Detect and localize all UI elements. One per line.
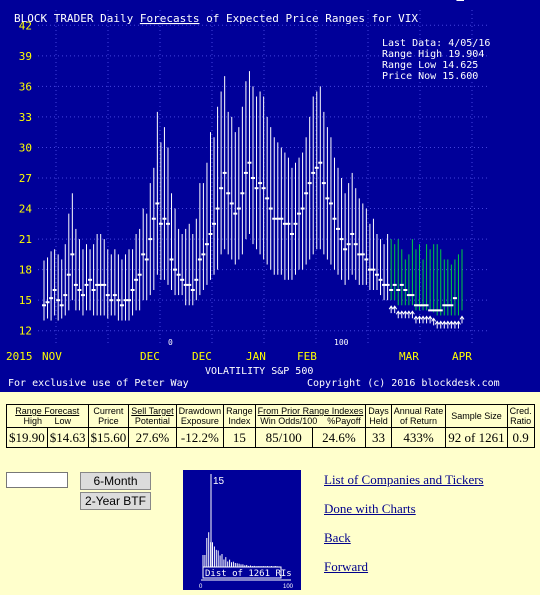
val-range-index: 15 bbox=[223, 427, 256, 448]
six-month-btf-button[interactable]: 6-Month BTF bbox=[80, 472, 151, 504]
range-index-marker: 0 bbox=[168, 338, 173, 347]
val-current-price: $15.60 bbox=[87, 427, 130, 448]
up-arrow-icon bbox=[399, 310, 405, 319]
symbol-input[interactable] bbox=[6, 472, 68, 488]
up-arrow-icon bbox=[402, 310, 408, 319]
up-arrow-icon bbox=[459, 315, 465, 324]
val-annual-rate: 433% bbox=[390, 427, 447, 448]
val-high: $19.90 bbox=[6, 427, 48, 448]
x-axis-label: VOLATILITY S&P 500 bbox=[205, 366, 313, 377]
sell-target-link[interactable]: Sell Target bbox=[131, 406, 174, 416]
x-tick-label: JAN bbox=[246, 350, 266, 363]
histogram-caption: Dist of 1261 RIs bbox=[205, 569, 292, 579]
forecast-chart: 12 15 18 21 24 27 30 33 36 39 42 2015 NOV DEC DEC JAN F… bbox=[6, 0, 500, 389]
x-tick-label: APR bbox=[452, 350, 472, 363]
y-tick-label: 30 bbox=[19, 141, 32, 154]
x-tick-label: FEB bbox=[297, 350, 317, 363]
up-arrow-icon bbox=[448, 320, 454, 329]
range-index-distribution: 15 Dist of 1261 RIs 0 100 bbox=[183, 470, 301, 590]
info-range-low: Range Low 14.625 bbox=[382, 60, 478, 71]
val-sample-size: 92 of 1261 bbox=[445, 427, 508, 448]
x-tick-label: DEC bbox=[192, 350, 212, 363]
range-index-marker: 100 bbox=[334, 338, 349, 347]
up-arrow-icon bbox=[395, 310, 401, 319]
hdr-cred-ratio: Cred. Ratio bbox=[506, 404, 535, 428]
y-tick-label: 21 bbox=[19, 233, 32, 246]
range-forecast-link[interactable]: Range Forecast bbox=[15, 406, 80, 416]
up-arrow-icon bbox=[427, 315, 433, 324]
prior-range-link[interactable]: From Prior Range Indexes bbox=[257, 406, 364, 416]
up-arrow-icon bbox=[434, 320, 440, 329]
up-arrow-icon bbox=[431, 317, 437, 326]
done-with-charts-link[interactable]: Done with Charts bbox=[324, 501, 416, 516]
up-arrow-icon bbox=[441, 320, 447, 329]
y-tick-label: 15 bbox=[19, 294, 32, 307]
chart-title: BLOCK TRADER Daily Forecasts of Expected… bbox=[14, 12, 418, 25]
val-payoff: 24.6% bbox=[311, 427, 367, 448]
up-arrow-icon bbox=[392, 305, 398, 314]
y-tick-label: 33 bbox=[19, 111, 32, 124]
histogram-caption-box bbox=[202, 566, 282, 579]
distribution-histogram: 15 Dist of 1261 RIs 0 100 bbox=[199, 474, 294, 590]
val-days-held: 33 bbox=[365, 427, 392, 448]
y-tick-label: 27 bbox=[19, 172, 32, 185]
x-tick-label: MAR bbox=[399, 350, 419, 363]
two-year-btf-button[interactable]: 2-Year BTF bbox=[80, 492, 151, 510]
up-arrow-icon bbox=[445, 320, 451, 329]
hdr-annual-rate: Annual Rate of Return bbox=[390, 404, 447, 428]
forward-link[interactable]: Forward bbox=[324, 559, 369, 574]
back-link[interactable]: Back bbox=[324, 530, 351, 545]
up-arrow-icon bbox=[438, 320, 444, 329]
up-arrow-icon bbox=[424, 315, 429, 324]
val-low: $14.63 bbox=[46, 427, 89, 448]
companies-tickers-link[interactable]: List of Companies and Tickers bbox=[324, 472, 484, 487]
hdr-current-price: Current Price bbox=[87, 404, 130, 428]
hdr-sell-target: Sell Target Potential bbox=[128, 404, 177, 428]
footer-right: Copyright (c) 2016 blockdesk.com bbox=[307, 378, 500, 389]
hdr-days-held: Days Held bbox=[365, 404, 392, 428]
y-tick-label: 36 bbox=[19, 80, 32, 93]
histogram-axis-max: 100 bbox=[283, 584, 294, 590]
info-last-data: Last Data: 4/05/16 bbox=[382, 38, 490, 49]
hdr-range-index: Range Index bbox=[223, 404, 256, 428]
up-arrow-icon bbox=[406, 310, 412, 319]
current-ri-marker-label: 15 bbox=[213, 476, 225, 487]
histogram-axis-min: 0 bbox=[199, 584, 203, 590]
y-tick-label: 42 bbox=[19, 19, 32, 32]
info-range-high: Range High 19.904 bbox=[382, 49, 484, 60]
x-tick-label: 2015 bbox=[6, 350, 33, 363]
hdr-drawdown: Drawdown Exposure bbox=[175, 404, 225, 428]
up-arrow-icon bbox=[409, 310, 415, 319]
forecast-stats-table: Range Forecast High Low Current Price Sell… bbox=[6, 404, 535, 448]
x-tick-label: DEC bbox=[140, 350, 160, 363]
hdr-sample-size: Sample Size bbox=[445, 404, 508, 428]
y-tick-label: 18 bbox=[19, 264, 32, 277]
up-arrow-icon bbox=[388, 305, 394, 314]
up-arrow-icon bbox=[420, 315, 426, 324]
forecast-chart-panel: 12 15 18 21 24 27 30 33 36 39 42 2015 NOV DEC DEC JAN F… bbox=[0, 0, 540, 392]
forecasts-link[interactable]: Forecasts bbox=[140, 12, 200, 25]
y-tick-label: 24 bbox=[19, 203, 33, 216]
val-cred-ratio: 0.9 bbox=[506, 427, 535, 448]
x-tick-label: NOV bbox=[42, 350, 62, 363]
up-arrow-icon bbox=[452, 320, 458, 329]
val-drawdown: -12.2% bbox=[175, 427, 225, 448]
up-arrow-icon bbox=[413, 315, 419, 324]
y-tick-label: 39 bbox=[19, 50, 32, 63]
hdr-prior-range: From Prior Range Indexes Win Odds/100 %Pa… bbox=[254, 404, 367, 428]
val-win-odds: 85/100 bbox=[254, 427, 313, 448]
info-price-now: Price Now 15.600 bbox=[382, 71, 478, 82]
val-sell-target: 27.6% bbox=[128, 427, 177, 448]
footer-left: For exclusive use of Peter Way bbox=[8, 378, 189, 389]
up-arrow-icon bbox=[417, 315, 422, 324]
up-arrow-icon bbox=[456, 320, 461, 329]
y-tick-label: 12 bbox=[19, 325, 32, 338]
hdr-range-forecast: Range Forecast High Low bbox=[6, 404, 89, 428]
